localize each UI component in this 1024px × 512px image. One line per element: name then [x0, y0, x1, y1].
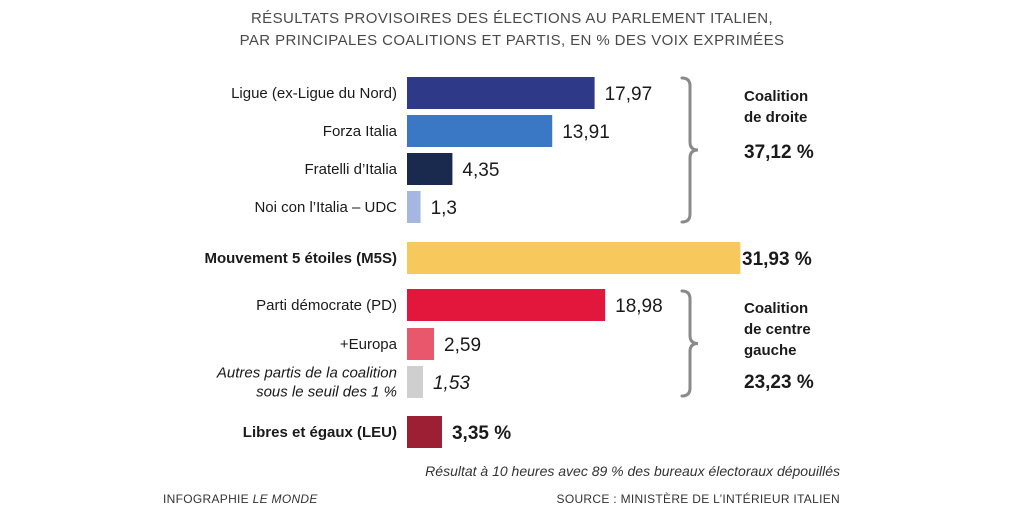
category-label: Forza Italia: [323, 123, 398, 140]
category-label: Fratelli d’Italia: [304, 161, 397, 178]
bar: [407, 366, 423, 398]
data-label: 4,35: [462, 160, 499, 181]
bar: [407, 115, 553, 147]
chart-title-line-1: RÉSULTATS PROVISOIRES DES ÉLECTIONS AU P…: [250, 10, 774, 27]
data-label: 13,91: [562, 122, 610, 143]
data-label: 31,93 %: [742, 249, 812, 270]
category-label: Mouvement 5 étoiles (M5S): [204, 250, 397, 267]
coalition-label: de droite: [744, 109, 807, 126]
category-label: Parti démocrate (PD): [256, 297, 397, 314]
category-label: +Europa: [340, 336, 398, 353]
coalition-total: 37,12 %: [744, 142, 814, 163]
credit-name: LE MONDE: [252, 492, 318, 506]
bar: [407, 153, 453, 185]
bar: [407, 289, 606, 321]
source: SOURCE : MINISTÈRE DE L’INTÉRIEUR ITALIE…: [556, 492, 840, 506]
coalition-label: gauche: [744, 342, 797, 359]
credit-prefix: INFOGRAPHIE: [163, 492, 249, 506]
chart-title-line-2: PAR PRINCIPALES COALITIONS ET PARTIS, EN…: [239, 32, 785, 49]
coalition-label: de centre: [744, 321, 811, 338]
bar: [407, 77, 595, 109]
coalition-brace-right: [680, 76, 699, 224]
data-label: 3,35 %: [452, 423, 511, 444]
coalition-brace-center-left: [680, 289, 699, 398]
category-label: Ligue (ex-Ligue du Nord): [231, 85, 397, 102]
bar: [407, 242, 741, 274]
bar: [407, 416, 442, 448]
data-label: 18,98: [615, 296, 663, 317]
coalition-label: Coalition: [744, 300, 808, 317]
category-label: Noi con l’Italia – UDC: [254, 199, 397, 216]
data-label: 17,97: [605, 84, 653, 105]
coalition-total: 23,23 %: [744, 372, 814, 393]
category-label: sous le seuil des 1 %: [256, 384, 397, 401]
coalition-label: Coalition: [744, 88, 808, 105]
category-label: Libres et égaux (LEU): [243, 424, 397, 441]
data-label: 2,59: [444, 335, 481, 356]
category-label: Autres partis de la coalition: [216, 365, 397, 382]
credit: INFOGRAPHIE LE MONDE: [163, 492, 318, 506]
bar: [407, 191, 421, 223]
footnote: Résultat à 10 heures avec 89 % des burea…: [425, 463, 840, 479]
data-label: 1,53: [433, 373, 470, 394]
data-label: 1,3: [431, 198, 457, 219]
bar: [407, 328, 435, 360]
